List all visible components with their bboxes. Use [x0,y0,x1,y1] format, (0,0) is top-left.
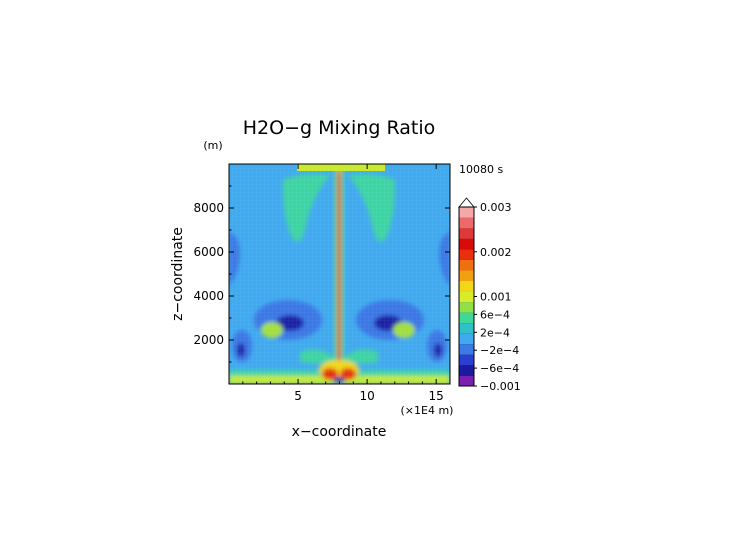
colorbar-max-arrow [458,197,475,208]
heatmap-field [229,164,450,384]
colorbar-level [459,217,474,229]
colorbar-tick-label: 0.001 [480,291,512,304]
y-tick-label: 2000 [193,333,224,347]
colorbar-tick-label: −6e−4 [480,362,519,375]
colorbar-level [459,291,474,303]
y-tick-label: 4000 [193,289,224,303]
colorbar-level [459,259,474,271]
y-tick-label: 6000 [193,245,224,259]
colorbar-tick-label: −0.001 [480,380,521,393]
colorbar-level [459,249,474,260]
colorbar-tick-label: 2e−4 [480,326,510,339]
colorbar-tick-label: 6e−4 [480,308,510,321]
colorbar-level [459,312,474,324]
colorbar: 0.003 0.002 0.001 6e−4 2e−4 −2e−4 −6e−4 −0.001 [458,197,521,393]
y-tick-label: 8000 [193,201,224,215]
colorbar-level [459,301,474,313]
x-axis-label: x−coordinate [292,424,387,440]
x-tick-label: 5 [294,389,302,403]
colorbar-level [459,333,474,345]
colorbar-level [459,280,474,292]
y-unit-label: (m) [203,139,222,152]
plot-axes: 5 10 15 2000 4000 6000 8000 [193,163,451,403]
time-label: 10080 s [459,163,503,176]
colorbar-tick-label: 0.002 [480,246,512,259]
x-tick-label: 15 [429,389,444,403]
colorbar-level [459,375,474,387]
x-unit-label: (×1E4 m) [401,404,454,417]
colorbar-level [459,207,474,218]
colorbar-tick-label: −2e−4 [480,344,519,357]
colorbar-level [459,343,474,355]
chart-title: H2O−g Mixing Ratio [243,117,435,139]
y-axis-label: z−coordinate [170,227,186,321]
colorbar-level [459,228,474,239]
colorbar-level [459,364,474,376]
colorbar-level [459,270,474,282]
colorbar-level [459,322,474,334]
colorbar-tick-label: 0.003 [480,201,512,214]
x-tick-label: 10 [359,389,374,403]
colorbar-level [459,238,474,250]
colorbar-level [459,354,474,366]
